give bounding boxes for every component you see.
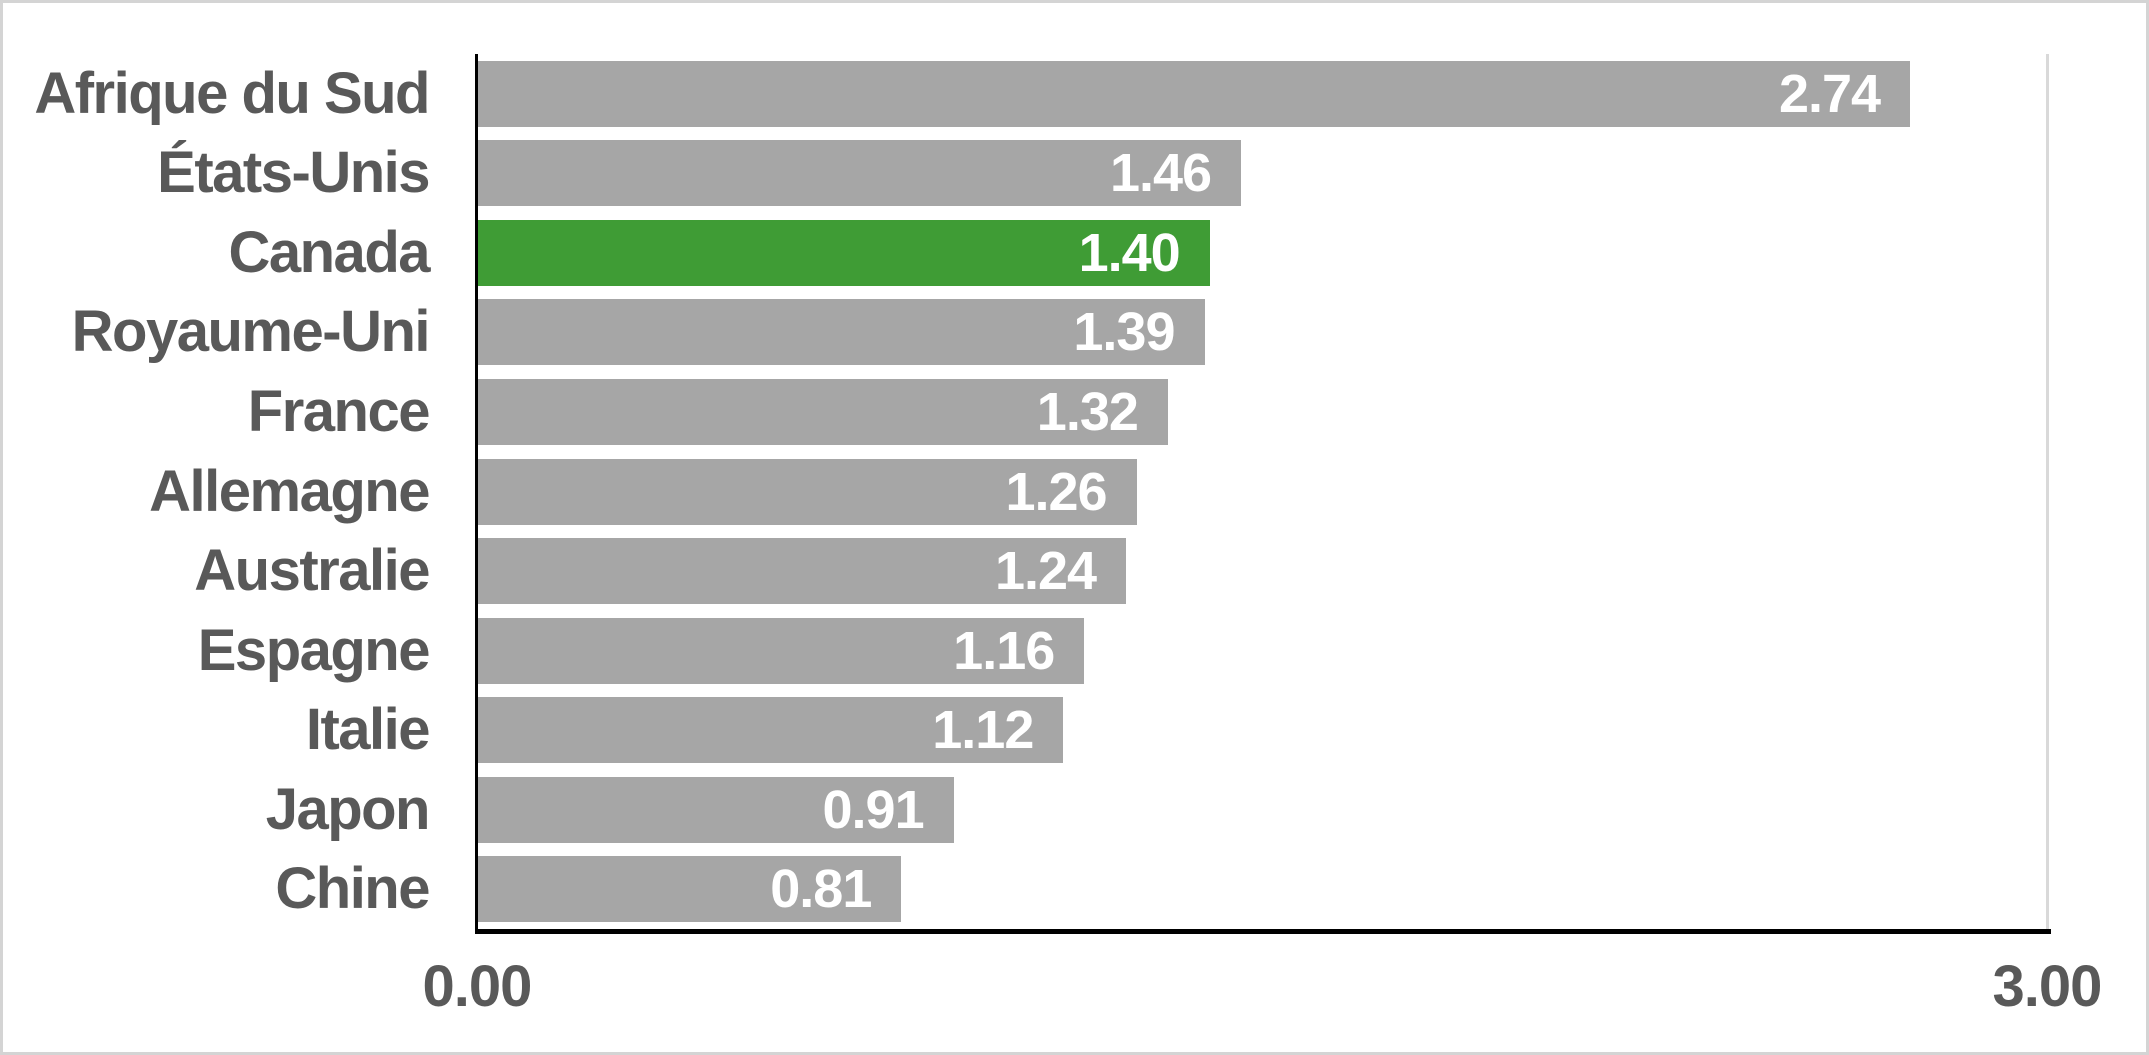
bar-3: 1.39 [478,299,1205,366]
category-label-0: Afrique du Sud [34,60,430,126]
bar-0: 2.74 [478,60,1911,127]
bar-row: 1.12 [478,690,2046,770]
bar-value-label-3: 1.39 [1073,302,1175,363]
bar-value-label-2: 1.40 [1078,222,1181,283]
category-label-row: Chine [3,849,475,929]
category-axis-labels: Afrique du Sud États-Unis Canada Royaume… [3,54,475,929]
category-label-row: Espagne [3,611,475,691]
bar-value-label-7: 1.16 [953,620,1055,681]
bar-value-label-5: 1.26 [1005,461,1107,522]
bar-row: 1.39 [478,293,2046,373]
bar-5: 1.26 [478,458,1137,525]
bar-highlighted-2: 1.40 [478,219,1210,286]
y-axis-line [475,54,478,934]
bar-1: 1.46 [478,140,1242,207]
bar-7: 1.16 [478,617,1085,684]
bar-8: 1.12 [478,697,1064,764]
category-label-8: Italie [305,697,431,763]
category-label-row: Australie [3,531,475,611]
x-axis-tick-max: 3.00 [1992,954,2103,1019]
x-axis-tick-min: 0.00 [422,954,533,1019]
category-label-row: Allemagne [3,452,475,532]
bar-plot-area: 2.74 1.46 1.40 1.39 1.32 1.26 1.24 1.16 [478,54,2046,929]
category-label-6: Australie [194,538,430,604]
category-label-3: Royaume-Uni [71,299,431,365]
category-label-2: Canada [228,219,430,285]
category-label-row: France [3,372,475,452]
category-label-row: Afrique du Sud [3,54,475,134]
bar-value-label-8: 1.12 [932,700,1034,761]
bar-row: 0.91 [478,770,2046,850]
bar-value-label-0: 2.74 [1778,63,1881,124]
bar-row: 1.40 [478,213,2046,293]
category-label-4: France [247,378,431,444]
bar-row: 1.24 [478,531,2046,611]
category-label-5: Allemagne [149,458,430,524]
bar-row: 0.81 [478,849,2046,929]
x-axis-line [475,929,2051,934]
category-label-9: Japon [265,776,431,842]
bar-value-label-10: 0.81 [770,859,872,920]
bar-row: 2.74 [478,54,2046,134]
bar-row: 1.26 [478,452,2046,532]
bar-value-label-9: 0.91 [822,779,925,840]
category-label-7: Espagne [197,617,431,683]
category-label-10: Chine [275,856,430,922]
bar-value-label-1: 1.46 [1109,143,1212,204]
bar-row: 1.32 [478,372,2046,452]
bar-10: 0.81 [478,856,902,923]
bar-4: 1.32 [478,378,1168,445]
plot-right-border [2046,54,2049,929]
category-label-row: États-Unis [3,134,475,214]
category-label-1: États-Unis [157,140,430,206]
category-label-row: Italie [3,690,475,770]
bar-value-label-4: 1.32 [1036,381,1139,442]
bar-6: 1.24 [478,538,1127,605]
bar-value-label-6: 1.24 [994,541,1097,602]
category-label-row: Canada [3,213,475,293]
category-label-row: Royaume-Uni [3,293,475,373]
bar-row: 1.46 [478,134,2046,214]
bar-row: 1.16 [478,611,2046,691]
bar-9: 0.91 [478,776,954,843]
category-label-row: Japon [3,770,475,850]
